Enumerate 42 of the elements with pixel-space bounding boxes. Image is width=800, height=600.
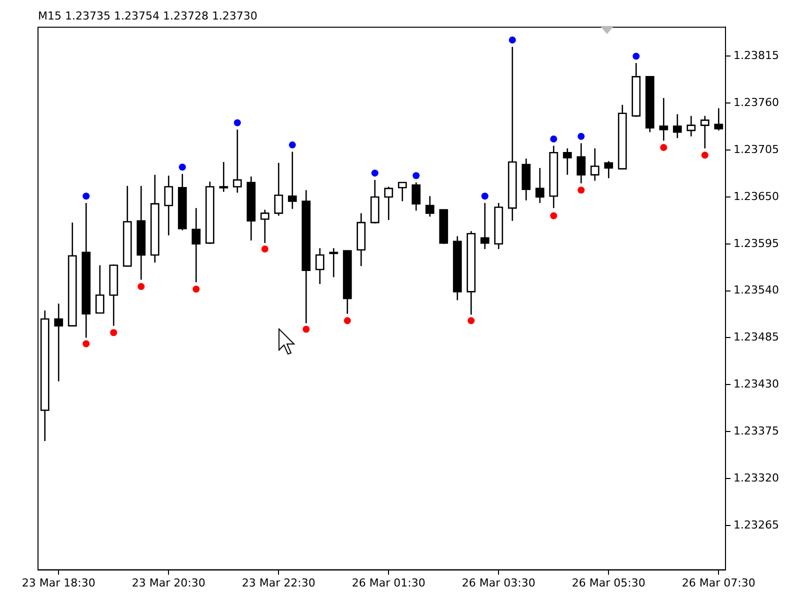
y-tick-label: 1.23595 xyxy=(734,236,780,250)
point xyxy=(371,170,378,177)
point xyxy=(701,152,708,159)
y-tick-label: 1.23540 xyxy=(734,284,780,297)
point xyxy=(508,36,516,44)
point xyxy=(288,141,296,148)
x-tick-label: 23 Mar 22:30 xyxy=(242,576,316,590)
point xyxy=(412,172,420,180)
y-tick-label: 1.23430 xyxy=(734,378,780,391)
point xyxy=(632,52,640,60)
point xyxy=(481,192,488,200)
point xyxy=(468,317,475,324)
y-tick-label: 1.23375 xyxy=(734,424,780,438)
point xyxy=(178,164,186,171)
y-tick-label: 1.23485 xyxy=(734,330,780,344)
y-tick-label: 1.23265 xyxy=(734,518,780,532)
point xyxy=(82,340,90,348)
point xyxy=(578,132,585,140)
y-tick-label: 1.23320 xyxy=(734,471,780,484)
point xyxy=(234,119,241,126)
x-tick-label: 26 Mar 03:30 xyxy=(462,576,536,590)
point xyxy=(550,135,558,142)
point xyxy=(192,286,200,293)
y-tick-label: 1.23650 xyxy=(734,190,780,203)
chart-title: M15 1.23735 1.23754 1.23728 1.23730 xyxy=(38,9,258,22)
point xyxy=(110,329,118,336)
point xyxy=(578,186,585,194)
point xyxy=(261,246,268,253)
x-tick-label: 23 Mar 20:30 xyxy=(132,576,206,590)
y-tick-label: 1.23760 xyxy=(734,96,780,109)
point xyxy=(82,192,90,200)
y-tick-label: 1.23705 xyxy=(734,142,780,156)
point xyxy=(344,317,351,324)
x-tick-label: 26 Mar 01:30 xyxy=(352,576,426,590)
point xyxy=(660,144,668,151)
point xyxy=(302,326,310,333)
point xyxy=(550,212,558,220)
x-tick-label: 26 Mar 07:30 xyxy=(682,576,756,590)
x-tick-label: 23 Mar 18:30 xyxy=(22,576,96,590)
y-tick-label: 1.23815 xyxy=(734,49,780,62)
x-tick-label: 26 Mar 05:30 xyxy=(572,576,646,590)
point xyxy=(138,283,145,290)
